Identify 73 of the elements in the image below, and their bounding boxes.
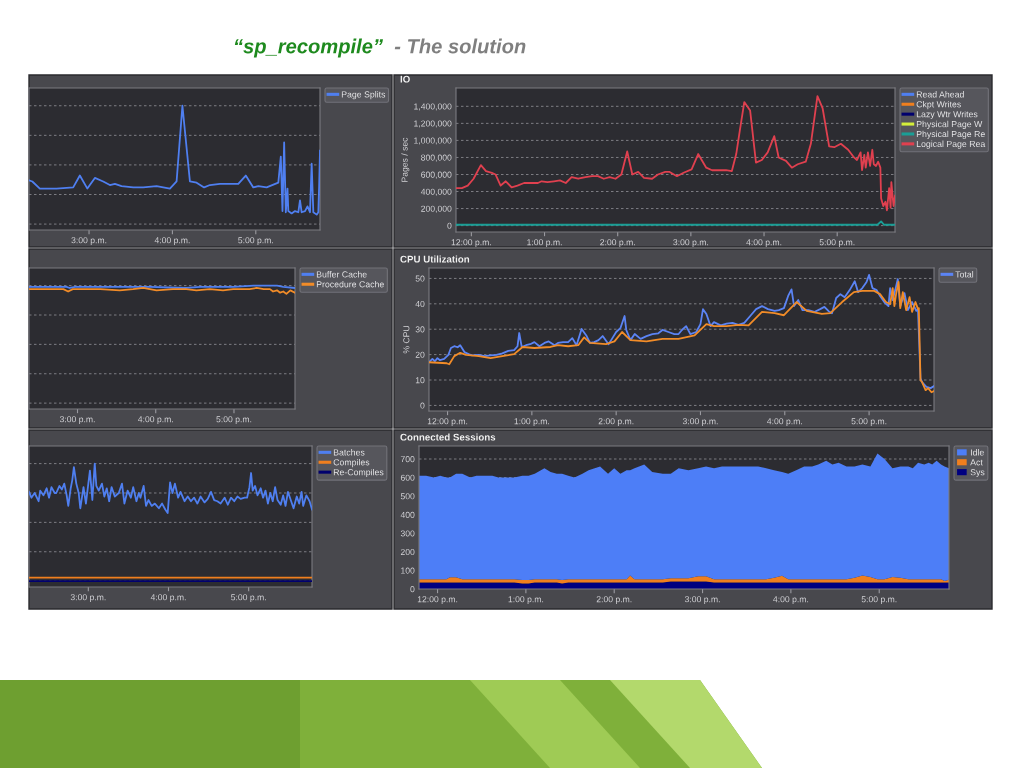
legend-label: Re-Compiles	[333, 468, 384, 478]
legend-label: Page Splits	[341, 91, 386, 100]
x-tick-label: 1:00 p.m.	[527, 239, 562, 247]
legend-label: Ckpt Writes	[916, 100, 961, 110]
x-tick-label: 4:00 p.m.	[154, 237, 190, 245]
y-tick-label: 800,000	[421, 154, 452, 162]
x-tick-label: 12:00 p.m.	[417, 596, 458, 604]
x-tick-label: 1:00 p.m.	[508, 596, 544, 604]
legend-label: Sys	[970, 469, 985, 478]
y-tick-label: 600	[400, 474, 415, 481]
legend-label: Logical Page Rea	[916, 140, 986, 149]
legend-label: Read Ahead	[916, 91, 964, 98]
x-tick-label: 12:00 p.m.	[451, 239, 491, 247]
x-tick-label: 5:00 p.m.	[216, 416, 252, 424]
x-tick-label: 5:00 p.m.	[819, 239, 855, 247]
y-tick-label: 1,400,000	[414, 103, 452, 111]
x-tick-label: 3:00 p.m.	[71, 237, 107, 245]
y-tick-label: 0	[410, 586, 415, 593]
y-tick-label: 0	[447, 222, 452, 229]
y-tick-label: 100	[401, 567, 415, 574]
x-tick-label: 2:00 p.m.	[596, 596, 632, 604]
y-tick-label: 20	[415, 351, 425, 358]
x-tick-label: 4:00 p.m.	[137, 416, 173, 424]
legend-label: Physical Page W	[916, 120, 983, 129]
y-tick-label: 200	[400, 548, 415, 556]
line-series	[456, 95, 895, 212]
x-tick-label: 3:00 p.m.	[684, 596, 720, 604]
legend-label: Act	[970, 459, 983, 466]
chart-title: IO	[400, 75, 410, 83]
x-tick-label: 3:00 p.m.	[682, 418, 718, 426]
y-tick-label: 30	[415, 326, 425, 333]
x-tick-label: 3:00 p.m.	[59, 416, 95, 424]
legend-label: Total	[955, 271, 974, 278]
y-tick-label: 1,000,000	[414, 137, 452, 145]
legend-label: Batches	[333, 449, 365, 456]
y-tick-label: 0	[420, 402, 425, 409]
x-tick-label: 5:00 p.m.	[238, 237, 273, 245]
x-tick-label: 4:00 p.m.	[150, 594, 186, 602]
x-tick-label: 4:00 p.m.	[773, 596, 809, 604]
y-tick-label: 50	[415, 275, 425, 282]
y-tick-label: 700	[400, 456, 415, 463]
legend-label: Buffer Cache	[316, 271, 367, 278]
y-tick-label: 10	[415, 377, 425, 384]
y-tick-label: 200,000	[421, 205, 452, 213]
x-tick-label: 1:00 p.m.	[514, 418, 550, 426]
x-tick-label: 3:00 p.m.	[70, 594, 106, 602]
x-tick-label: 5:00 p.m.	[851, 418, 887, 426]
y-axis-title: % CPU	[403, 326, 410, 354]
x-tick-label: 5:00 p.m.	[231, 594, 266, 602]
legend-label: Idle	[971, 449, 984, 456]
legend-label: Lazy Wtr Writes	[916, 110, 978, 120]
legend-label: Compiles	[333, 458, 370, 468]
y-axis-title: Pages / sec	[401, 137, 410, 182]
y-tick-label: 1,200,000	[414, 120, 452, 128]
text: “sp_recompile”	[234, 38, 383, 58]
x-tick-label: 12:00 p.m.	[427, 418, 468, 426]
y-tick-label: 300	[400, 530, 415, 537]
chart-title: Connected Sessions	[400, 433, 496, 441]
y-tick-label: 600,000	[421, 171, 452, 179]
y-tick-label: 40	[415, 300, 425, 308]
text: - The solution	[394, 38, 526, 54]
y-tick-label: 400	[400, 511, 415, 518]
y-tick-label: 400,000	[420, 188, 452, 196]
y-tick-label: 500	[400, 493, 415, 500]
x-tick-label: 4:00 p.m.	[746, 239, 782, 247]
x-tick-label: 2:00 p.m.	[600, 239, 635, 247]
x-tick-label: 5:00 p.m.	[861, 596, 897, 604]
x-tick-label: 4:00 p.m.	[767, 418, 802, 426]
chart-title: CPU Utilization	[400, 255, 470, 263]
legend-label: Procedure Cache	[316, 280, 384, 288]
x-tick-label: 2:00 p.m.	[598, 418, 634, 426]
legend-label: Physical Page Re	[916, 130, 985, 139]
x-tick-label: 3:00 p.m.	[673, 239, 709, 247]
